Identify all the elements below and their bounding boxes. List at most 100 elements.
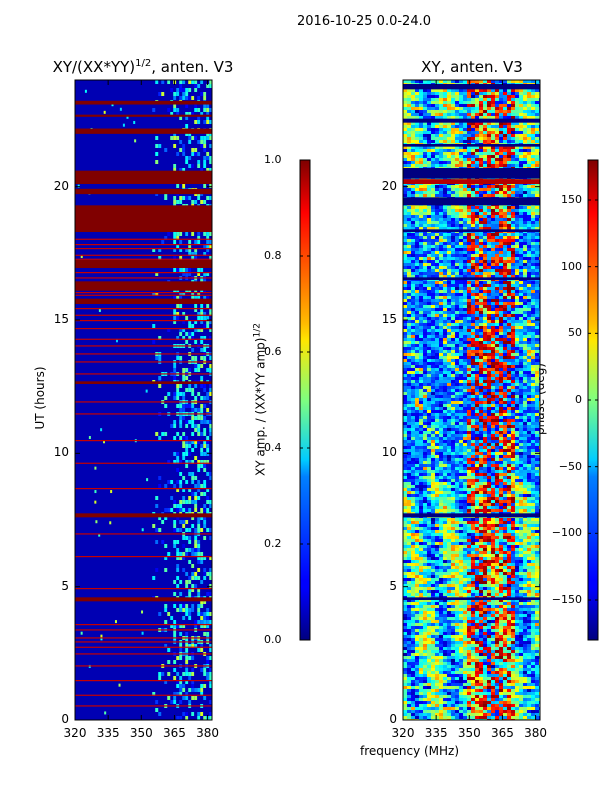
right-heatmap-cell: [431, 158, 435, 161]
left-heatmap-cell: [188, 580, 192, 584]
left-heatmap-cell: [209, 348, 212, 352]
left-thin-line: [75, 248, 212, 250]
right-heatmap-cell: [503, 131, 507, 134]
right-heatmap-cell: [467, 155, 471, 158]
left-heatmap-cell: [200, 396, 204, 400]
left-heatmap-cell: [206, 132, 210, 136]
left-heatmap-cell: [164, 432, 168, 436]
left-heatmap-cell: [206, 464, 210, 468]
right-heatmap-cell: [479, 146, 483, 149]
left-heatmap-cell: [179, 528, 183, 532]
left-heatmap-cell: [185, 476, 189, 480]
left-heatmap-cell: [197, 308, 201, 312]
left-heatmap-cell: [188, 708, 192, 712]
right-heatmap-cell: [431, 131, 435, 134]
left-heatmap-cell: [185, 156, 189, 160]
left-heatmap-cell: [182, 424, 186, 428]
right-heatmap-cell: [443, 245, 447, 248]
left-heatmap-cell: [185, 376, 189, 380]
right-heatmap-cell: [403, 293, 407, 296]
left-heatmap-cell: [197, 160, 201, 164]
right-heatmap-cell: [531, 251, 535, 254]
left-heatmap-cell: [161, 244, 165, 248]
left-heatmap-cell: [179, 600, 183, 604]
right-heatmap-cell: [427, 281, 431, 284]
right-heatmap-cell: [423, 188, 427, 191]
right-heatmap-cell: [439, 281, 443, 284]
right-heatmap-cell: [403, 116, 407, 119]
left-heatmap-cell: [176, 476, 180, 480]
left-heatmap-cell: [182, 492, 186, 496]
left-heatmap-cell: [191, 536, 195, 540]
right-heatmap-cell: [523, 140, 527, 143]
right-heatmap-cell: [515, 95, 519, 98]
right-heatmap-cell: [471, 140, 475, 143]
right-heatmap-cell: [443, 149, 447, 152]
right-heatmap-cell: [511, 110, 515, 113]
right-heatmap-cell: [499, 257, 503, 260]
left-heatmap-cell: [203, 96, 207, 100]
right-heatmap-cell: [527, 188, 531, 191]
left-heatmap-cell: [173, 416, 177, 420]
left-heatmap-cell: [194, 440, 198, 444]
left-heatmap-cell: [155, 144, 159, 148]
right-heatmap-cell: [503, 272, 507, 275]
right-heatmap-cell: [459, 113, 463, 116]
left-heatmap-cell: [158, 436, 162, 440]
right-heatmap-cell: [483, 161, 487, 164]
left-heatmap-cell: [176, 316, 180, 320]
left-heatmap-cell: [206, 232, 210, 236]
right-heatmap-cell: [463, 206, 467, 209]
right-heatmap-cell: [519, 224, 523, 227]
left-heatmap-cell: [194, 540, 198, 544]
right-heatmap-cell: [527, 248, 531, 251]
right-heatmap-cell: [411, 215, 415, 218]
right-heatmap-cell: [507, 158, 511, 161]
left-heatmap-cell: [191, 84, 195, 88]
left-heatmap-cell: [206, 336, 210, 340]
right-heatmap-cell: [403, 263, 407, 266]
left-heatmap-cell: [203, 688, 207, 692]
left-heatmap-cell: [173, 124, 177, 128]
left-heatmap-cell: [173, 672, 177, 676]
right-heatmap-cell: [447, 92, 451, 95]
right-heatmap-cell: [467, 188, 471, 191]
right-heatmap-cell: [487, 284, 491, 287]
right-heatmap-cell: [491, 257, 495, 260]
right-heatmap-cell: [471, 134, 475, 137]
left-heatmap-cell: [203, 560, 207, 564]
right-heatmap-cell: [483, 140, 487, 143]
left-heatmap-cell: [182, 624, 186, 628]
right-heatmap-cell: [531, 125, 535, 128]
right-heatmap-cell: [491, 281, 495, 284]
right-heatmap-cell: [495, 293, 499, 296]
left-heatmap-cell: [152, 312, 156, 316]
right-heatmap-cell: [403, 113, 407, 116]
left-heatmap-cell: [188, 416, 192, 420]
left-heatmap-cell: [179, 700, 183, 704]
right-heatmap-cell: [423, 218, 427, 221]
left-heatmap-cell: [161, 540, 165, 544]
right-heatmap-cell: [499, 194, 503, 197]
right-heatmap-cell: [451, 272, 455, 275]
left-heatmap-cell: [200, 552, 204, 556]
left-heatmap-cell: [191, 324, 195, 328]
left-heatmap-cell: [188, 696, 192, 700]
left-heatmap-cell: [194, 408, 198, 412]
right-heatmap-cell: [531, 137, 535, 140]
right-heatmap-cell: [507, 125, 511, 128]
right-heatmap-cell: [411, 281, 415, 284]
left-heatmap-cell: [188, 656, 192, 660]
right-heatmap-cell: [499, 125, 503, 128]
left-heatmap-cell: [194, 572, 198, 576]
right-heatmap-cell: [487, 125, 491, 128]
right-heatmap-cell: [495, 98, 499, 101]
left-heatmap-cell: [152, 96, 156, 100]
left-heatmap-cell: [194, 108, 198, 112]
right-heatmap-cell: [419, 155, 423, 158]
right-heatmap-cell: [431, 218, 435, 221]
left-heatmap-cell: [203, 232, 207, 236]
left-heatmap-cell: [164, 552, 168, 556]
left-heatmap-cell: [209, 144, 212, 148]
left-heatmap-cell: [194, 492, 198, 496]
